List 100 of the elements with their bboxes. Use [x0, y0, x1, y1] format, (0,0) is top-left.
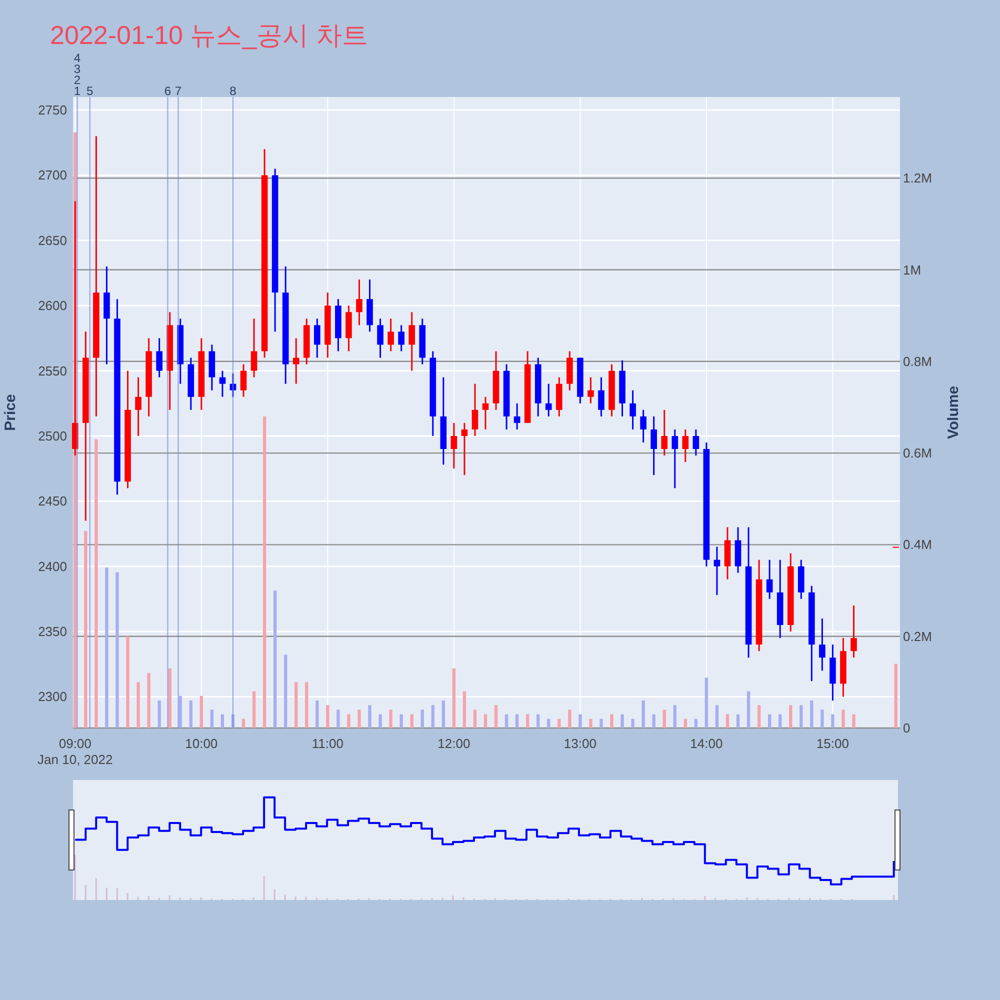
bar	[504, 714, 508, 728]
candlestick	[630, 390, 636, 430]
y-axis-title: Price	[2, 394, 19, 431]
candlestick	[450, 422, 458, 470]
y2-tick-label: 0.6M	[903, 446, 932, 461]
annotation: 2	[74, 73, 81, 87]
bar	[694, 718, 698, 728]
y2-tick-label: 1M	[903, 262, 922, 278]
bar	[84, 530, 88, 728]
chart-title: 2022-01-10 뉴스_공시 차트	[50, 20, 368, 50]
bar	[684, 718, 687, 728]
bar	[336, 710, 340, 728]
bar	[410, 714, 414, 728]
bar	[526, 714, 530, 728]
candlestick	[292, 337, 300, 385]
candlestick	[672, 428, 678, 489]
bar	[462, 691, 466, 728]
bar	[262, 416, 266, 728]
x-tick-label: 12:00	[438, 736, 470, 751]
bar	[431, 705, 434, 728]
bar	[284, 654, 288, 728]
bar	[178, 696, 182, 728]
candlestick	[588, 376, 594, 404]
bar	[242, 718, 246, 728]
annotation: 4	[74, 51, 81, 65]
x-tick-label: 11:00	[312, 736, 344, 751]
bar	[578, 714, 582, 728]
y-tick-label: 2500	[38, 428, 67, 444]
bar	[810, 700, 814, 728]
y-tick-label: 2650	[38, 232, 67, 248]
candlestick	[682, 428, 689, 463]
bar	[147, 673, 150, 728]
bar	[420, 710, 424, 728]
bar	[746, 691, 750, 728]
y-tick-label: 2600	[38, 298, 67, 314]
bar	[589, 718, 592, 728]
candlestick	[408, 311, 415, 372]
y-tick-label: 2350	[38, 624, 67, 640]
candlestick	[240, 364, 247, 398]
candlestick	[714, 546, 720, 596]
bar	[368, 705, 372, 728]
candlestick	[356, 278, 362, 326]
bar	[305, 682, 308, 728]
bar	[757, 705, 761, 728]
annotation: 1	[74, 84, 81, 98]
bar	[726, 714, 730, 728]
bar	[515, 714, 519, 728]
y2-tick-label: 0.4M	[903, 537, 932, 552]
bar	[494, 705, 498, 728]
bar	[168, 668, 172, 728]
y-tick-label: 2450	[38, 494, 67, 509]
bar	[673, 705, 676, 728]
bar	[620, 714, 624, 728]
x-tick-label: 09:00	[58, 736, 92, 751]
bar	[715, 705, 719, 728]
candlestick	[314, 318, 320, 358]
bar	[210, 710, 214, 728]
y2-tick-label: 0	[903, 720, 910, 736]
bar	[820, 710, 824, 728]
bar	[536, 714, 540, 728]
y2-axis-title: Volume	[945, 386, 962, 440]
bar	[294, 682, 298, 728]
candlestick	[219, 370, 226, 398]
bar	[600, 718, 603, 728]
bar	[389, 710, 392, 728]
bar	[736, 714, 740, 728]
bar	[442, 700, 445, 728]
candlestick	[472, 383, 478, 437]
bar	[116, 572, 119, 728]
bar	[831, 714, 834, 728]
bar	[347, 714, 350, 728]
candlestick	[482, 396, 489, 430]
bar	[768, 714, 772, 728]
candlestick	[819, 618, 826, 672]
bar	[158, 700, 161, 728]
candlestick	[398, 324, 404, 352]
bar	[400, 714, 403, 728]
bar	[558, 718, 561, 728]
annotation: 8	[230, 84, 237, 98]
bar	[136, 682, 140, 728]
bar	[652, 714, 656, 728]
bar	[105, 568, 108, 728]
x-tick-label: 15:00	[816, 736, 849, 751]
candlestick	[692, 428, 700, 456]
bar	[789, 705, 792, 728]
bar	[704, 678, 708, 728]
text: Jan 10, 2022	[38, 752, 113, 767]
bar	[547, 718, 550, 728]
bar	[452, 668, 456, 728]
candlestick	[156, 337, 162, 378]
candlestick	[850, 604, 857, 658]
bar	[662, 710, 666, 728]
bar	[316, 700, 319, 728]
annotation: 3	[74, 62, 81, 76]
candlestick	[135, 376, 142, 437]
bar	[852, 714, 856, 728]
bar	[126, 636, 130, 728]
candlestick	[388, 318, 394, 352]
candlestick	[250, 318, 258, 378]
y-tick-label: 2400	[38, 558, 67, 574]
